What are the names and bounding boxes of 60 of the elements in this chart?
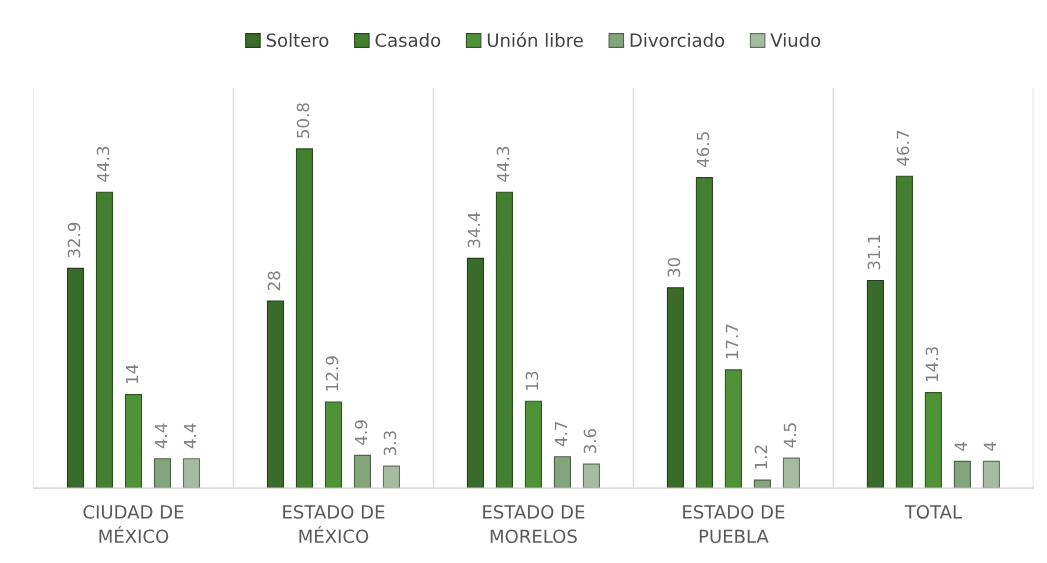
data-label: 4.4: [183, 423, 197, 449]
legend-label: Unión libre: [487, 32, 583, 48]
data-label: 28: [267, 271, 281, 291]
data-label: 14: [125, 364, 139, 384]
bar: [295, 148, 314, 489]
bar: [753, 479, 771, 489]
data-label: 30: [667, 257, 681, 277]
bar: [66, 267, 85, 489]
x-tick-label: ESTADO DE PUEBLA: [683, 505, 785, 544]
x-tick-label: ESTADO DE MORELOS: [483, 505, 585, 544]
bar: [182, 458, 201, 489]
bar: [953, 460, 971, 489]
x-tick-label: TOTAL: [904, 505, 962, 519]
bar: [895, 175, 913, 489]
bar: [466, 257, 485, 489]
data-label: 44.3: [496, 146, 510, 182]
data-label: 4.9: [354, 420, 368, 445]
bar: [982, 460, 1000, 489]
bar: [782, 457, 800, 489]
data-label: 50.8: [296, 103, 310, 138]
data-label: 3.6: [583, 428, 597, 454]
legend-label: Casado: [375, 33, 441, 48]
data-label: 46.7: [896, 130, 910, 166]
data-label: 4.4: [154, 423, 168, 449]
data-label: 14.3: [925, 347, 939, 382]
data-label: 31.1: [867, 235, 881, 270]
data-label: 44.3: [96, 146, 110, 182]
bar: [124, 394, 143, 489]
x-tick-label: ESTADO DE MÉXICO: [283, 505, 385, 544]
legend-label: Soltero: [266, 33, 329, 48]
data-label: 4: [954, 442, 967, 451]
bar: [524, 400, 543, 489]
bar: [553, 456, 571, 489]
legend-label: Divorciado: [630, 33, 725, 48]
bar: [495, 191, 514, 489]
data-label: 46.5: [696, 132, 710, 168]
bar: [866, 279, 884, 489]
data-label: 1.2: [754, 445, 768, 469]
bar: [382, 465, 401, 489]
legend-label: Viudo: [770, 33, 821, 48]
bar: [924, 392, 942, 489]
bar: [324, 401, 343, 489]
data-label: 32.9: [67, 222, 81, 258]
bar: [695, 177, 713, 489]
x-tick-label: CIUDAD DE MÉXICO: [83, 505, 184, 544]
data-label: 4.7: [554, 421, 568, 447]
data-label: 3.3: [383, 431, 397, 456]
data-label: 4: [983, 442, 996, 451]
bar: [724, 369, 742, 489]
bar: [95, 191, 114, 489]
bar: [266, 300, 285, 489]
bar: [582, 463, 600, 489]
bar: [353, 454, 372, 489]
bar: [666, 287, 684, 489]
data-label: 17.7: [725, 324, 739, 359]
data-label: 12.9: [325, 356, 339, 391]
bar: [153, 458, 172, 489]
data-label: 34.4: [467, 212, 481, 248]
data-label: 13: [525, 371, 539, 390]
data-label: 4.5: [783, 423, 797, 448]
